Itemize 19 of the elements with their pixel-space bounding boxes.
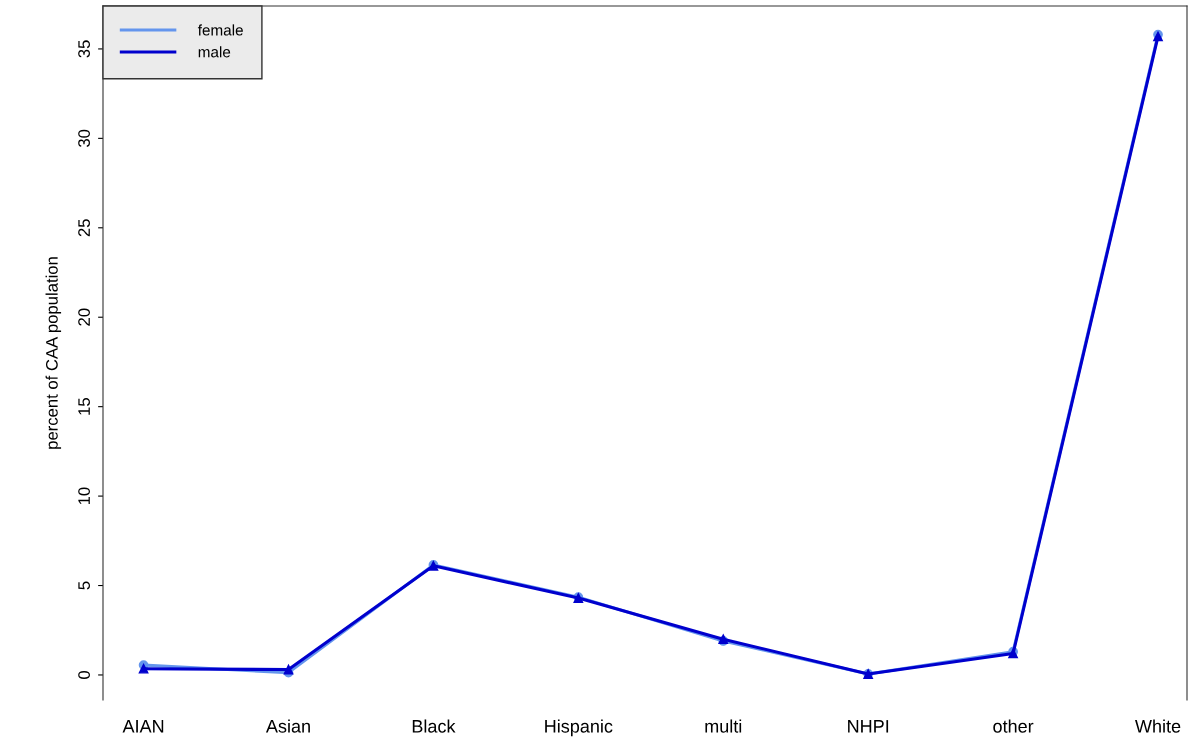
y-tick-label: 10: [78, 487, 90, 505]
x-tick-label: Hispanic: [545, 719, 613, 737]
legend-label: female: [197, 24, 243, 36]
x-tick-label: NHPI: [848, 720, 889, 733]
x-tick-label: White: [1135, 719, 1181, 733]
x-tick-label: Asian: [265, 719, 310, 733]
y-tick-label: 20: [78, 308, 90, 326]
y-tick-label: 35: [78, 40, 90, 58]
y-tick-label: 25: [78, 219, 90, 237]
y-tick-label: 15: [78, 398, 90, 415]
x-tick-label: AIAN: [122, 720, 164, 733]
legend-label: male: [198, 46, 231, 58]
y-tick-label: 0: [78, 670, 90, 679]
y-tick-label: 30: [78, 129, 90, 147]
y-tick-label: 5: [78, 581, 90, 590]
x-tick-label: Black: [412, 719, 456, 733]
x-tick-label: multi: [705, 719, 742, 733]
x-tick-label: other: [993, 719, 1034, 733]
y-axis-title: percent of CAA population: [45, 257, 62, 449]
